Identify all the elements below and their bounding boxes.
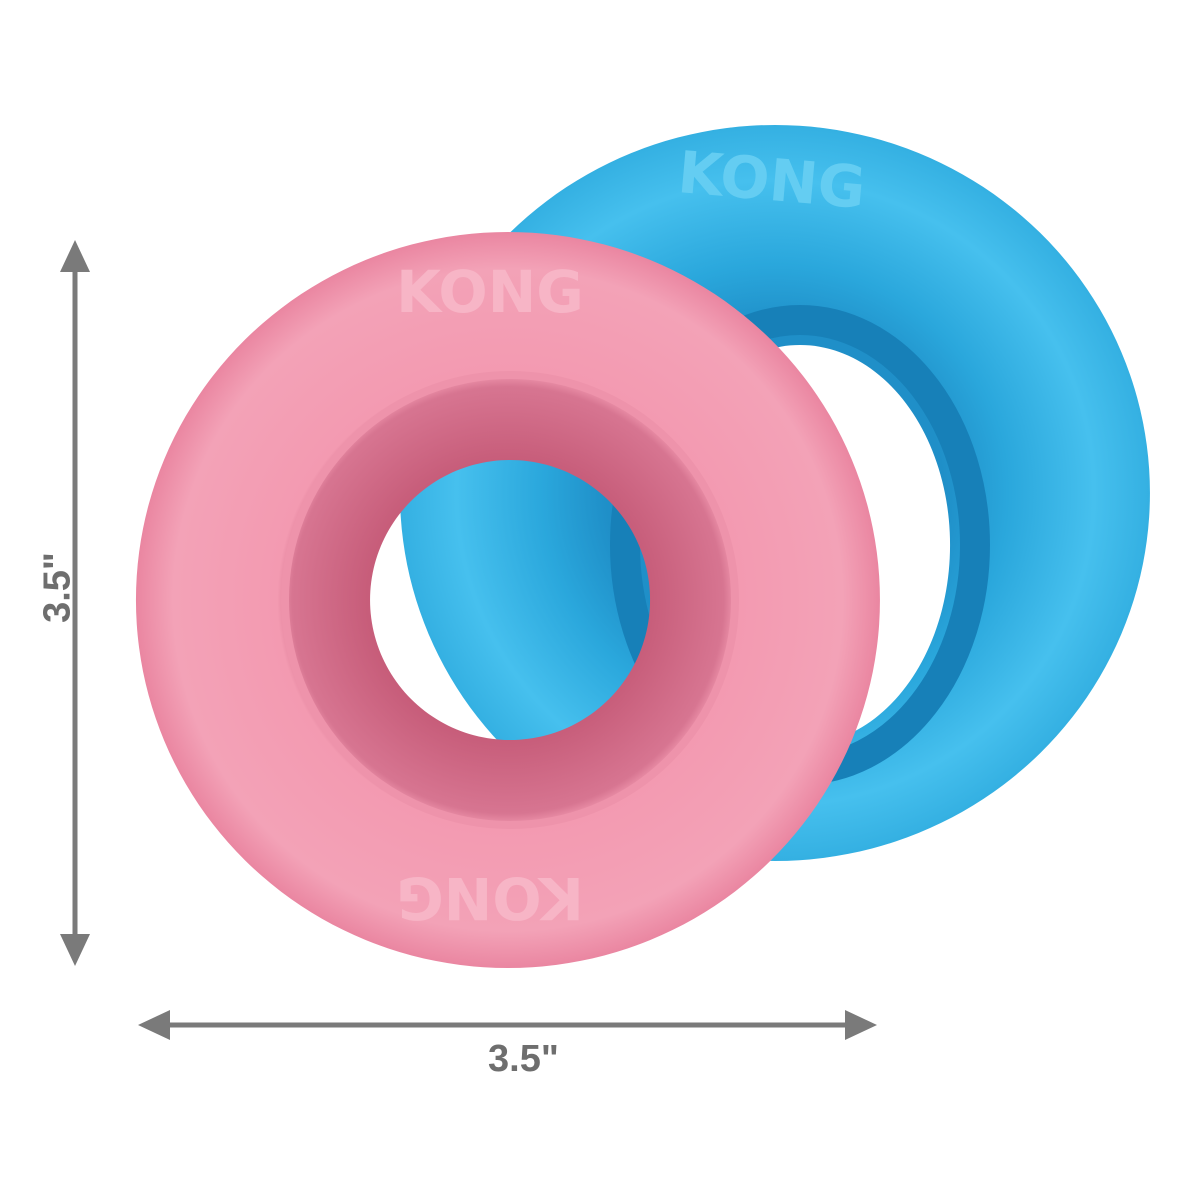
pink-kong-logo-bottom: KONG bbox=[396, 864, 584, 932]
height-dimension-label: 3.5" bbox=[36, 552, 79, 623]
horizontal-double-arrow-icon bbox=[138, 1010, 877, 1040]
width-dimension-label: 3.5" bbox=[488, 1038, 559, 1080]
pink-tire: KONG KONG bbox=[135, 232, 880, 968]
vertical-double-arrow-icon bbox=[60, 240, 90, 966]
pink-kong-logo: KONG bbox=[396, 258, 584, 326]
blue-kong-logo: KONG bbox=[675, 138, 868, 222]
